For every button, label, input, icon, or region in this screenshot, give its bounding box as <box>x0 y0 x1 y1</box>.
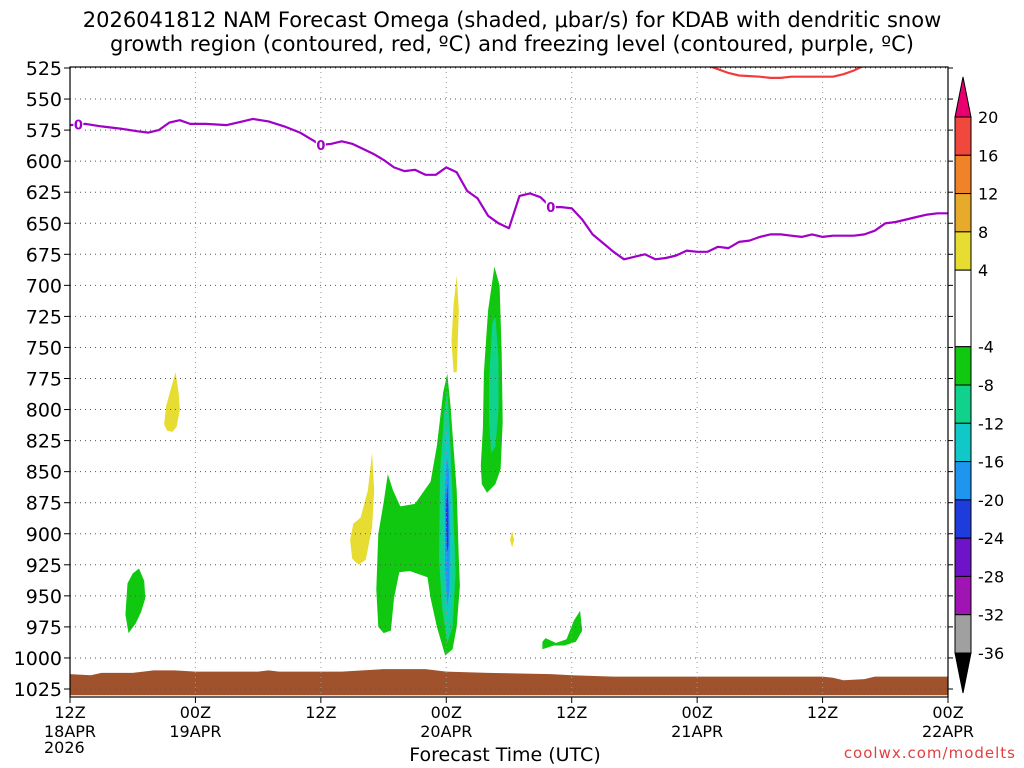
colorbar-label--24: -24 <box>978 529 1004 548</box>
x-tick-label-84: 00Z <box>932 703 963 722</box>
freezing-level-label-1: 0 <box>316 139 325 154</box>
y-tick-label-825: 825 <box>26 431 62 453</box>
colorbar: 20 16 12 8 4 -4 -8 -12 -16 -20 -24 -28 -32 -36 <box>954 76 1004 694</box>
colorbar-bin-2 <box>954 154 972 195</box>
omega-area-0 <box>164 372 180 432</box>
omega-area-4 <box>125 568 146 634</box>
x-tick-label-60: 00Z <box>681 703 712 722</box>
colorbar-bin-5 <box>954 269 972 348</box>
colorbar-label-16: 16 <box>978 146 998 165</box>
title-line-1: 2026041812 NAM Forecast Omega (shaded, μ… <box>82 8 942 32</box>
omega-area-2 <box>451 275 459 373</box>
x-date-label-60: 21APR <box>671 722 723 741</box>
colorbar-top-triangle <box>954 76 972 118</box>
x-tick-label-36: 00Z <box>431 703 462 722</box>
colorbar-bin-7 <box>954 384 972 424</box>
x-date-label-12: 19APR <box>169 722 221 741</box>
colorbar-label--36: -36 <box>978 644 1004 663</box>
terrain-fill <box>70 669 948 696</box>
year-label: 2026 <box>44 738 85 757</box>
y-tick-label-625: 625 <box>26 182 62 204</box>
y-tick-label-575: 575 <box>26 120 62 142</box>
y-tick-label-1025: 1025 <box>14 679 62 701</box>
omega-area-5 <box>376 373 460 656</box>
colorbar-label--4: -4 <box>978 338 994 357</box>
plot-frame <box>69 66 949 698</box>
colorbar-label-8: 8 <box>978 223 988 242</box>
y-tick-label-925: 925 <box>26 555 62 577</box>
freezing-level-label-bg-0 <box>73 116 84 132</box>
colorbar-bin-1 <box>954 116 972 156</box>
omega-area-7 <box>542 610 583 650</box>
colorbar-label-12: 12 <box>978 185 998 204</box>
x-axis-label: Forecast Time (UTC) <box>409 744 601 766</box>
colorbar-bin-12 <box>954 575 972 616</box>
x-date-label-84: 22APR <box>922 722 974 741</box>
x-date-label-36: 20APR <box>420 722 472 741</box>
y-tick-label-775: 775 <box>26 369 62 391</box>
credit-link[interactable]: coolwx.com/modelts <box>843 744 1016 762</box>
colorbar-bin-3 <box>954 193 972 233</box>
omega-area-9 <box>489 316 499 453</box>
y-tick-label-900: 900 <box>26 524 62 546</box>
y-tick-label-525: 525 <box>26 58 62 80</box>
colorbar-label--32: -32 <box>978 606 1004 625</box>
colorbar-label--12: -12 <box>978 414 1004 433</box>
x-tick-label-48: 12Z <box>556 703 587 722</box>
x-tick-label-0: 12Z <box>54 703 85 722</box>
colorbar-bottom-triangle <box>954 652 972 694</box>
colorbar-bin-8 <box>954 422 972 463</box>
freezing-level-line <box>70 117 948 261</box>
y-tick-label-750: 750 <box>26 337 62 359</box>
colorbar-bin-11 <box>954 537 972 577</box>
colorbar-bin-13 <box>954 614 972 654</box>
x-date-label-0: 18APR <box>44 722 96 741</box>
colorbar-label--16: -16 <box>978 453 1004 472</box>
y-tick-label-875: 875 <box>26 493 62 515</box>
x-tick-label-24: 12Z <box>305 703 336 722</box>
freezing-level-label-bg-2 <box>545 199 556 215</box>
x-tick-label-72: 12Z <box>807 703 838 722</box>
omega-area-12 <box>445 484 449 553</box>
x-tick-label-12: 00Z <box>180 703 211 722</box>
y-tick-label-850: 850 <box>26 462 62 484</box>
y-tick-label-950: 950 <box>26 586 62 608</box>
freezing-level-label-bg-1 <box>315 137 326 153</box>
y-tick-label-725: 725 <box>26 306 62 328</box>
colorbar-label-4: 4 <box>978 261 988 280</box>
freezing-level-label-0: 0 <box>74 118 83 133</box>
title-line-2: growth region (contoured, red, ºC) and f… <box>110 32 914 56</box>
y-tick-label-550: 550 <box>26 89 62 111</box>
colorbar-bin-4 <box>954 231 972 271</box>
plot-area: 0 0 0 <box>70 67 948 697</box>
y-tick-label-675: 675 <box>26 244 62 266</box>
colorbar-label-20: 20 <box>978 108 998 127</box>
dendritic-contour <box>708 67 864 80</box>
y-tick-label-1000: 1000 <box>14 648 62 670</box>
y-tick-label-975: 975 <box>26 617 62 639</box>
colorbar-bin-10 <box>954 499 972 539</box>
colorbar-label--8: -8 <box>978 376 994 395</box>
colorbar-label--28: -28 <box>978 567 1004 586</box>
y-tick-label-650: 650 <box>26 213 62 235</box>
colorbar-bin-6 <box>954 346 972 386</box>
omega-area-3 <box>510 531 515 548</box>
y-tick-label-600: 600 <box>26 151 62 173</box>
freezing-level-label-2: 0 <box>546 201 555 216</box>
colorbar-bin-9 <box>954 461 972 501</box>
colorbar-label--20: -20 <box>978 491 1004 510</box>
y-tick-label-700: 700 <box>26 275 62 297</box>
omega-area-1 <box>350 453 375 565</box>
y-tick-label-800: 800 <box>26 400 62 422</box>
